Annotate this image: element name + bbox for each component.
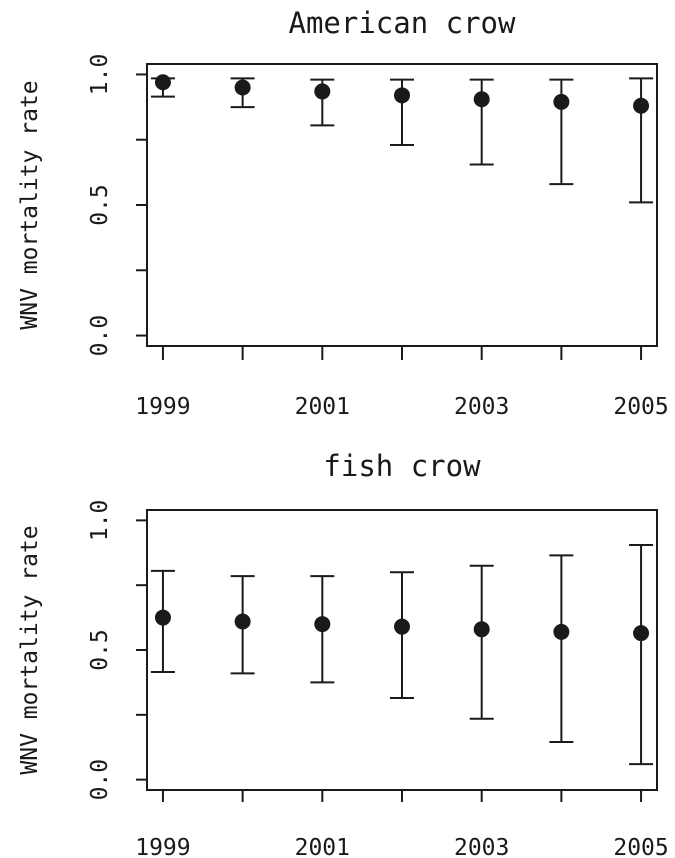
y-tick-label: 0.0 — [87, 315, 113, 357]
panel-fish-crow: fish crow 1999 2001 2003 2005 0.0 0.5 1.0 WNV mo… — [17, 449, 669, 858]
data-point — [394, 87, 410, 104]
x-tick-label: 2005 — [613, 835, 668, 858]
data-point — [633, 625, 650, 642]
y-tick-label: 0.5 — [87, 629, 113, 671]
data-point — [633, 97, 650, 114]
data-point — [234, 613, 251, 630]
data-point — [553, 93, 570, 110]
x-tick-label: 2003 — [454, 835, 509, 858]
data-point — [154, 609, 171, 626]
data-point — [553, 623, 570, 640]
x-tick-label: 2001 — [295, 394, 350, 420]
y-axis-label: WNV mortality rate — [17, 80, 43, 329]
chart-title: fish crow — [323, 449, 481, 483]
y-tick-label: 0.0 — [87, 759, 113, 801]
data-point — [394, 618, 410, 635]
data-point — [314, 616, 331, 633]
y-tick-label: 1.0 — [87, 500, 113, 542]
data-point — [234, 79, 251, 96]
x-tick-label: 1999 — [135, 394, 190, 420]
x-tick-label: 2003 — [454, 394, 509, 420]
chart-title: American crow — [289, 6, 517, 40]
y-axis-label: WNV mortality rate — [17, 525, 43, 774]
data-point — [154, 74, 171, 91]
panel-american-crow: American crow 1999 2001 2003 2005 0.0 0.5 1.0 WN… — [17, 6, 669, 420]
data-point — [473, 621, 490, 638]
x-tick-label: 2001 — [295, 835, 350, 858]
y-tick-label: 1.0 — [87, 54, 113, 96]
x-tick-label: 1999 — [135, 835, 190, 858]
data-point — [314, 83, 331, 100]
data-point — [473, 91, 490, 108]
y-tick-label: 0.5 — [87, 184, 113, 226]
x-tick-label: 2005 — [613, 394, 668, 420]
